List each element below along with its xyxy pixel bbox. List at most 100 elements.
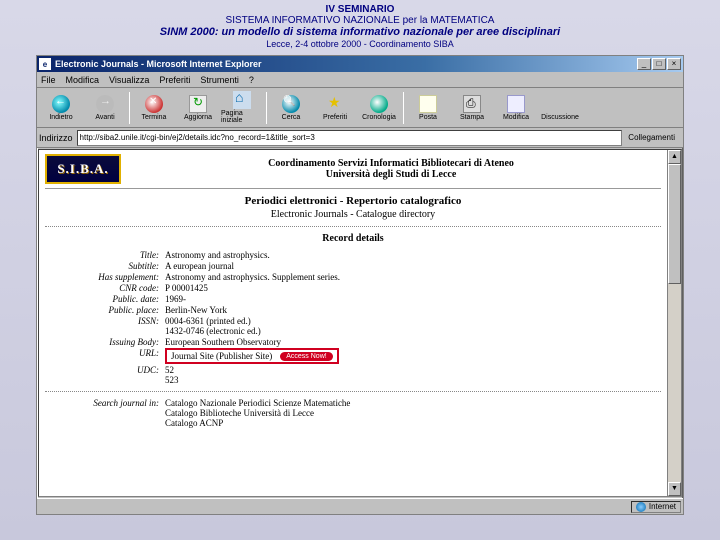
field-value-title: Astronomy and astrophysics.: [165, 250, 661, 260]
mail-icon: [419, 95, 437, 113]
forward-icon: [96, 95, 114, 113]
field-label-pubplace: Public. place:: [45, 305, 165, 315]
menu-edit[interactable]: Modifica: [66, 75, 100, 85]
field-label-supplement: Has supplement:: [45, 272, 165, 282]
toolbar: Indietro Avanti Termina Aggiorna Pagina …: [37, 88, 683, 128]
slide-line1: IV SEMINARIO: [0, 4, 720, 15]
siba-logo: S.I.B.A.: [45, 154, 121, 184]
browser-window: e Electronic Journals - Microsoft Intern…: [36, 55, 684, 515]
home-icon: [233, 91, 251, 109]
journal-site-link[interactable]: Journal Site (Publisher Site): [171, 351, 272, 361]
page-body: S.I.B.A. Coordinamento Servizi Informati…: [39, 150, 667, 496]
field-value-issn: 0004-6361 (printed ed.)1432-0746 (electr…: [165, 316, 661, 336]
mail-button[interactable]: Posta: [406, 90, 450, 126]
divider: [45, 391, 661, 392]
highlighted-box: Journal Site (Publisher Site) Access Now…: [165, 348, 339, 364]
siba-title-1: Coordinamento Servizi Informatici Biblio…: [121, 158, 661, 169]
globe-icon: [636, 502, 646, 512]
search-link-3[interactable]: Catalogo ACNP: [165, 418, 661, 428]
field-label-pubdate: Public. date:: [45, 294, 165, 304]
ie-icon: e: [39, 58, 51, 70]
stop-icon: [145, 95, 163, 113]
refresh-icon: [189, 95, 207, 113]
field-label-search: Search journal in:: [45, 398, 165, 428]
print-button[interactable]: Stampa: [450, 90, 494, 126]
stop-button[interactable]: Termina: [132, 90, 176, 126]
siba-title-2: Università degli Studi di Lecce: [121, 169, 661, 180]
field-label-issuing: Issuing Body:: [45, 337, 165, 347]
content-area: S.I.B.A. Coordinamento Servizi Informati…: [38, 149, 682, 497]
section-subtitle: Electronic Journals - Catalogue director…: [45, 209, 661, 220]
slide-line3-rest: un modello di sistema informativo nazion…: [219, 26, 561, 38]
toolbar-separator: [129, 92, 130, 124]
field-value-subtitle: A european journal: [165, 261, 661, 271]
field-label-cnr: CNR code:: [45, 283, 165, 293]
field-value-issuing: European Southern Observatory: [165, 337, 661, 347]
url-input[interactable]: http://siba2.unile.it/cgi-bin/ej2/detail…: [77, 130, 623, 146]
edit-icon: [507, 95, 525, 113]
back-icon: [52, 95, 70, 113]
section-title: Periodici elettronici - Repertorio catal…: [45, 195, 661, 207]
maximize-button[interactable]: □: [652, 58, 666, 70]
links-label[interactable]: Collegamenti: [628, 133, 675, 142]
field-value-url: Journal Site (Publisher Site) Access Now…: [165, 348, 661, 364]
menu-view[interactable]: Visualizza: [109, 75, 149, 85]
security-zone: Internet: [631, 501, 681, 513]
record-title: Record details: [45, 233, 661, 244]
titlebar[interactable]: e Electronic Journals - Microsoft Intern…: [37, 56, 683, 72]
menu-help[interactable]: ?: [249, 75, 254, 85]
back-button[interactable]: Indietro: [39, 90, 83, 126]
minimize-button[interactable]: _: [637, 58, 651, 70]
refresh-button[interactable]: Aggiorna: [176, 90, 220, 126]
url-text: http://siba2.unile.it/cgi-bin/ej2/detail…: [80, 133, 315, 142]
field-value-cnr: P 00001425: [165, 283, 661, 293]
search-button[interactable]: Cerca: [269, 90, 313, 126]
menu-file[interactable]: File: [41, 75, 56, 85]
field-value-supplement: Astronomy and astrophysics. Supplement s…: [165, 272, 661, 282]
toolbar-separator: [403, 92, 404, 124]
addressbar: Indirizzo http://siba2.unile.it/cgi-bin/…: [37, 128, 683, 148]
discuss-icon: [551, 95, 569, 113]
field-label-title: Title:: [45, 250, 165, 260]
edit-button[interactable]: Modifica: [494, 90, 538, 126]
scroll-up-button[interactable]: ▲: [668, 150, 681, 164]
access-now-button[interactable]: Access Now!: [280, 352, 332, 361]
menu-tools[interactable]: Strumenti: [200, 75, 239, 85]
home-button[interactable]: Pagina iniziale: [220, 90, 264, 126]
address-label: Indirizzo: [39, 133, 73, 143]
field-label-issn: ISSN:: [45, 316, 165, 336]
menubar: File Modifica Visualizza Preferiti Strum…: [37, 72, 683, 88]
field-value-search: Catalogo Nazionale Periodici Scienze Mat…: [165, 398, 661, 428]
page-header: S.I.B.A. Coordinamento Servizi Informati…: [45, 154, 661, 189]
field-value-pubdate: 1969-: [165, 294, 661, 304]
slide-line4: Lecce, 2-4 ottobre 2000 - Coordinamento …: [0, 39, 720, 49]
field-label-subtitle: Subtitle:: [45, 261, 165, 271]
close-button[interactable]: ×: [667, 58, 681, 70]
print-icon: [463, 95, 481, 113]
field-value-pubplace: Berlin-New York: [165, 305, 661, 315]
field-label-udc: UDC:: [45, 365, 165, 385]
field-label-url: URL:: [45, 348, 165, 364]
search-link-2[interactable]: Catalogo Biblioteche Università di Lecce: [165, 408, 661, 418]
zone-label: Internet: [649, 502, 676, 511]
search-icon: [282, 95, 300, 113]
slide-line3-prefix: SINM 2000:: [160, 26, 219, 38]
search-link-1[interactable]: Catalogo Nazionale Periodici Scienze Mat…: [165, 398, 661, 408]
star-icon: [326, 95, 344, 113]
vertical-scrollbar[interactable]: ▲ ▼: [667, 150, 681, 496]
scroll-down-button[interactable]: ▼: [668, 482, 681, 496]
field-value-udc: 52523: [165, 365, 661, 385]
discuss-button[interactable]: Discussione: [538, 90, 582, 126]
menu-favorites[interactable]: Preferiti: [159, 75, 190, 85]
slide-line3: SINM 2000: un modello di sistema informa…: [0, 26, 720, 38]
history-button[interactable]: Cronologia: [357, 90, 401, 126]
record-fields: Title:Astronomy and astrophysics. Subtit…: [45, 250, 661, 428]
favorites-button[interactable]: Preferiti: [313, 90, 357, 126]
slide-line2: SISTEMA INFORMATIVO NAZIONALE per la MAT…: [0, 15, 720, 26]
window-title: Electronic Journals - Microsoft Internet…: [55, 59, 637, 69]
forward-button[interactable]: Avanti: [83, 90, 127, 126]
slide-header: IV SEMINARIO SISTEMA INFORMATIVO NAZIONA…: [0, 0, 720, 51]
toolbar-separator: [266, 92, 267, 124]
scroll-thumb[interactable]: [668, 164, 681, 284]
history-icon: [370, 95, 388, 113]
